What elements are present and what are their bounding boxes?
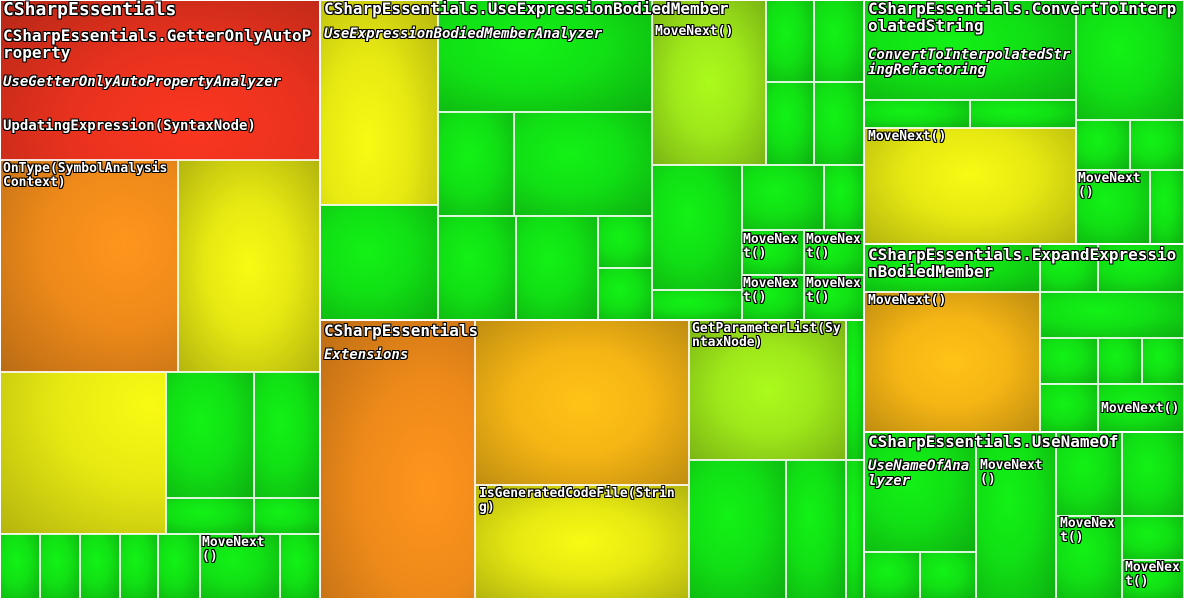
treemap-cell: [1040, 338, 1098, 384]
treemap-cell: [0, 160, 178, 372]
treemap-cell: [970, 100, 1076, 128]
treemap-cell: [166, 372, 254, 498]
treemap-cell: [598, 216, 652, 268]
treemap-cell: [804, 230, 864, 275]
treemap-cell: [1040, 292, 1184, 338]
treemap-cell: [1040, 384, 1098, 432]
treemap-cell: [80, 534, 120, 599]
treemap-cell: [846, 460, 864, 599]
treemap-cell: [804, 275, 864, 320]
treemap-cell: [652, 0, 766, 165]
treemap-cell: [1098, 244, 1184, 292]
treemap-cell: [1150, 170, 1184, 244]
treemap-cell: [598, 268, 652, 320]
treemap-cell: [0, 0, 320, 160]
treemap-cell: [516, 216, 598, 320]
treemap-cell: [742, 230, 804, 275]
treemap-cell: [864, 292, 1040, 432]
treemap-cell: [254, 372, 320, 498]
treemap-cell: [1040, 244, 1098, 292]
treemap-cell: [766, 0, 814, 82]
treemap-cell: [864, 244, 1040, 292]
treemap-cell: [814, 0, 864, 82]
treemap-cell: [120, 534, 158, 599]
treemap-cell: [280, 534, 320, 599]
treemap-cell: [158, 534, 200, 599]
treemap-cell: [864, 100, 970, 128]
treemap-cell: [742, 275, 804, 320]
treemap-cell: [475, 485, 689, 599]
treemap-cell: [1098, 338, 1142, 384]
treemap-cell: [824, 165, 864, 230]
treemap-cell: [320, 205, 438, 320]
treemap-cell: [920, 552, 976, 599]
treemap-cell: [864, 0, 1076, 100]
treemap-cell: [1056, 516, 1122, 599]
treemap-cell: [438, 216, 516, 320]
treemap-cell: [475, 320, 689, 485]
treemap-cell: [864, 552, 920, 599]
treemap-cell: [0, 372, 166, 534]
treemap-cell: [178, 160, 320, 372]
treemap-cell: [742, 165, 824, 230]
treemap-cell: [320, 0, 438, 205]
treemap-cell: [1076, 0, 1184, 120]
treemap-cell: [689, 320, 846, 460]
treemap-cell: [200, 534, 280, 599]
treemap-cell: [514, 112, 652, 216]
treemap-cell: [0, 534, 40, 599]
treemap-cell: [1076, 170, 1150, 244]
treemap-cell: [814, 82, 864, 165]
treemap-cell: [766, 82, 814, 165]
treemap-cell: [786, 460, 846, 599]
treemap-cell: [1142, 338, 1184, 384]
treemap-cell: [438, 112, 514, 216]
treemap-cell: [864, 432, 976, 552]
treemap-cell: [1122, 432, 1184, 516]
treemap-cell: [254, 498, 320, 534]
treemap-cell: [1098, 384, 1184, 432]
treemap-cell: [1122, 516, 1184, 560]
treemap-cell: [166, 498, 254, 534]
treemap-cell: [1130, 120, 1184, 170]
treemap-cell: [846, 320, 864, 460]
treemap-cell: [689, 460, 786, 599]
treemap-cell: [40, 534, 80, 599]
treemap-cell: [1056, 432, 1122, 516]
treemap-cell: [438, 0, 652, 112]
treemap-cell: [652, 165, 742, 290]
treemap-cell: [1076, 120, 1130, 170]
treemap-cell: [320, 320, 475, 599]
treemap-cell: [652, 290, 742, 320]
treemap-cell: [1122, 560, 1184, 599]
treemap-cell: [976, 432, 1056, 599]
treemap-cell: [864, 128, 1076, 244]
